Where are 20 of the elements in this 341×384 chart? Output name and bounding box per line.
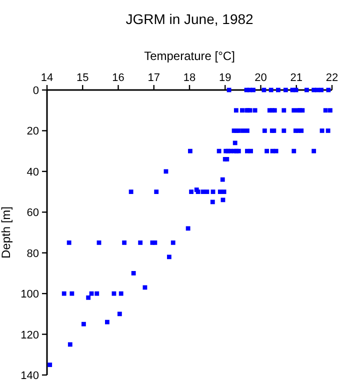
x-tick-label: 20 [254, 72, 267, 84]
y-tick-label: 20 [26, 126, 39, 138]
y-tick-label: 40 [26, 166, 39, 178]
y-tick-label: 80 [26, 248, 39, 260]
y-tick-label: 120 [20, 329, 39, 342]
x-tick-label: 18 [183, 72, 196, 84]
x-tick-label: 16 [112, 72, 124, 84]
y-axis-title: Depth [m] [0, 206, 13, 259]
x-tick-label: 14 [40, 72, 54, 84]
x-tick-label: 17 [148, 72, 160, 84]
x-tick-label: 22 [326, 72, 338, 84]
y-tick-label: 0 [32, 85, 39, 97]
chart-title: JGRM in June, 1982 [126, 11, 254, 27]
y-tick-label: 100 [20, 288, 39, 301]
x-tick-label: 15 [76, 72, 89, 84]
y-tick-label: 60 [26, 207, 39, 220]
x-tick-label: 21 [290, 72, 302, 84]
x-tick-label: 19 [219, 72, 232, 84]
x-axis-title: Temperature [°C] [144, 49, 235, 63]
y-tick-label: 140 [20, 370, 39, 382]
